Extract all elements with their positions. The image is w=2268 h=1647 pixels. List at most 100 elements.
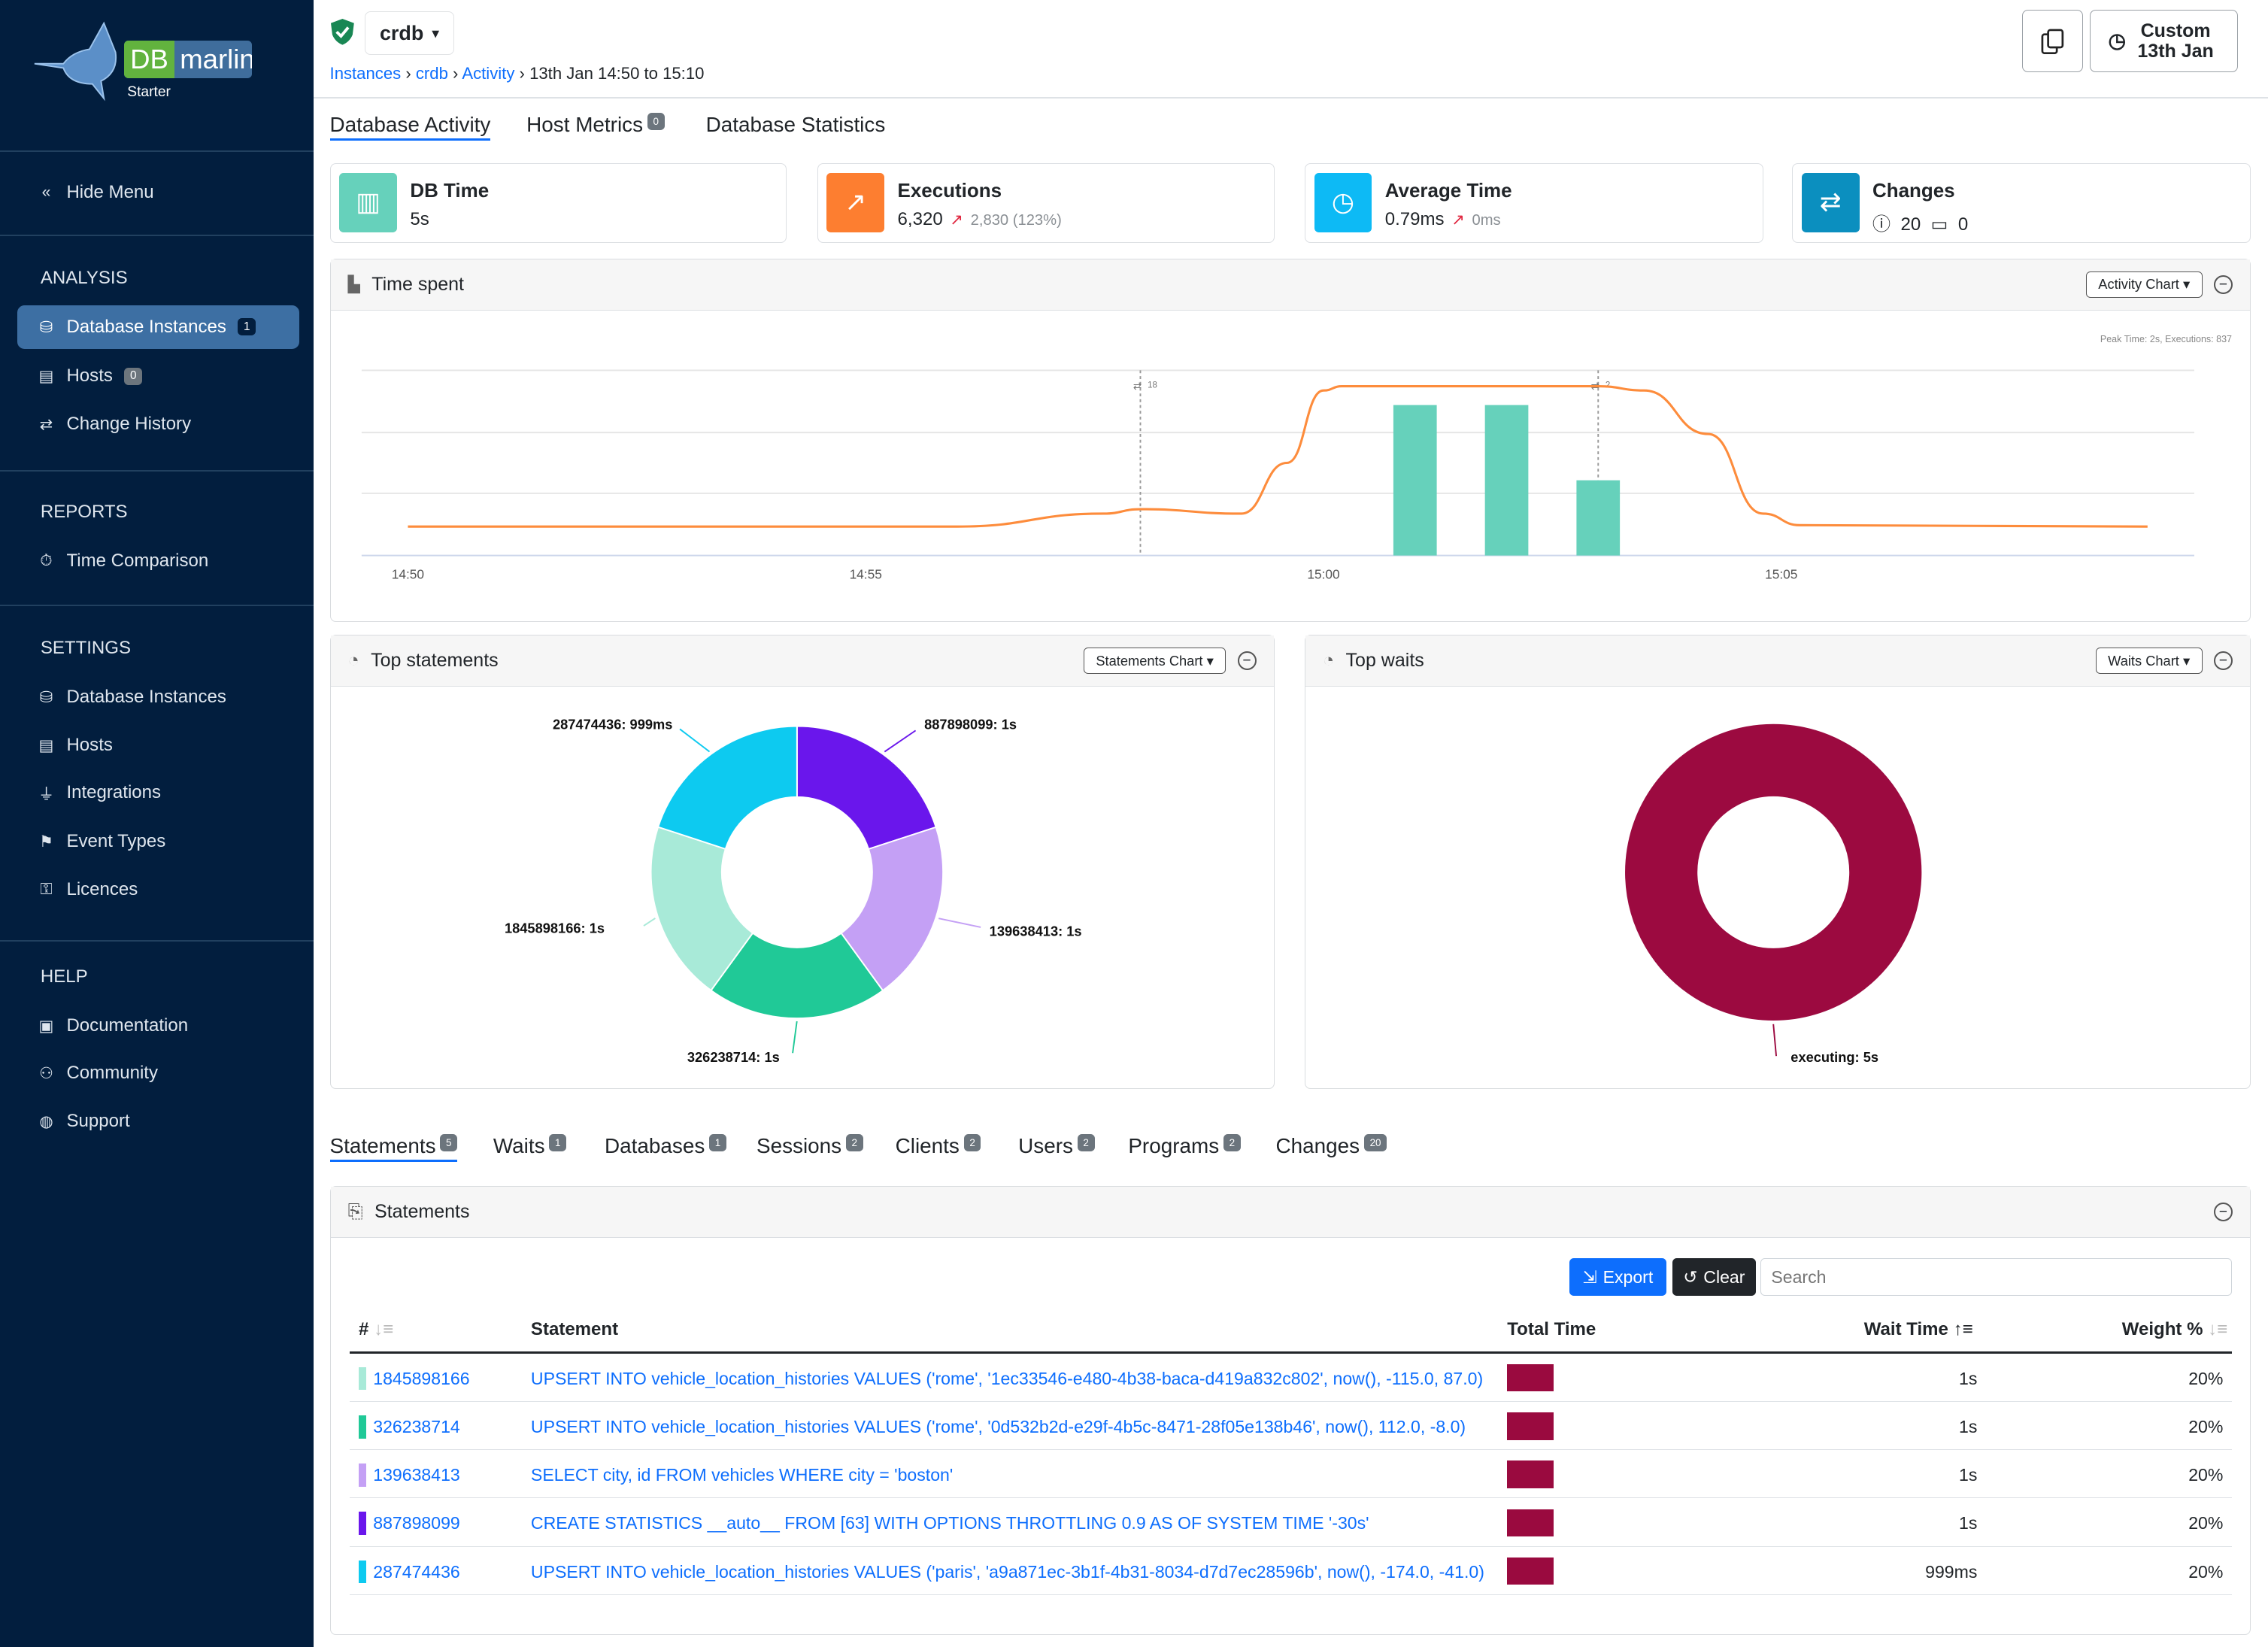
card-executions[interactable]: ↗ Executions 6,320 ↗ 2,830 (123%) bbox=[817, 163, 1275, 244]
sidebar-item-event-types[interactable]: ⚑ Event Types bbox=[17, 820, 299, 864]
column-header-weight[interactable]: Weight % ↓≡ bbox=[2122, 1319, 2227, 1340]
card-db-time[interactable]: ▥ DB Time 5s bbox=[329, 163, 787, 244]
column-header-wait-time[interactable]: Wait Time ↑≡ bbox=[1864, 1319, 1973, 1340]
tab-programs[interactable]: Programs 2 bbox=[1128, 1134, 1241, 1158]
donut-slice[interactable] bbox=[1624, 722, 1924, 1022]
table-row[interactable]: 1845898166 UPSERT INTO vehicle_location_h… bbox=[350, 1354, 2232, 1402]
tab-statements[interactable]: Statements 5 bbox=[329, 1134, 458, 1162]
x-tick-label: 15:05 bbox=[1765, 566, 1797, 581]
card-title: Changes bbox=[1872, 178, 1955, 202]
time-spent-chart: 14:50 14:55 15:00 15:05⇄ 18 ⇄ 2 bbox=[361, 369, 2194, 581]
tab-label: Sessions bbox=[756, 1134, 842, 1158]
copy-icon bbox=[2041, 29, 2064, 54]
search-input[interactable] bbox=[1760, 1258, 2232, 1297]
sort-ascending-icon: ↑≡ bbox=[1953, 1319, 1973, 1340]
time-range-button[interactable]: ◷ Custom 13th Jan bbox=[2090, 10, 2238, 73]
instance-dropdown[interactable]: crdb ▾ bbox=[364, 11, 454, 56]
statement-text-link[interactable]: SELECT city, id FROM vehicles WHERE city… bbox=[530, 1465, 954, 1485]
wait-time-value: 1s bbox=[1959, 1416, 1978, 1436]
statement-id-link[interactable]: 139638413 bbox=[373, 1465, 460, 1485]
sidebar-item-integrations[interactable]: ⏚ Integrations bbox=[17, 771, 299, 814]
sidebar-item-database-instances[interactable]: ⛁ Database Instances bbox=[17, 675, 299, 719]
dropdown-label: Statements Chart bbox=[1096, 652, 1203, 669]
sidebar-item-documentation[interactable]: ▣ Documentation bbox=[17, 1004, 299, 1048]
slice-label: executing: 5s bbox=[1790, 1049, 1878, 1065]
tab-host-metrics[interactable]: Host Metrics 0 bbox=[526, 113, 665, 137]
db-time-bar[interactable] bbox=[1484, 405, 1529, 556]
collapse-icon[interactable]: − bbox=[2213, 274, 2233, 294]
db-time-bar[interactable] bbox=[1393, 405, 1437, 556]
donut-slice[interactable] bbox=[796, 725, 937, 851]
export-button[interactable]: ⇲ Export bbox=[1569, 1258, 1666, 1297]
arrow-up-right-icon: ↗ bbox=[1451, 211, 1465, 229]
sidebar-item-licences[interactable]: ⚿ Licences bbox=[17, 868, 299, 911]
donut-slice[interactable] bbox=[650, 826, 754, 992]
statement-text-link[interactable]: CREATE STATISTICS __auto__ FROM [63] WIT… bbox=[530, 1513, 1369, 1533]
donut-slice[interactable] bbox=[656, 725, 798, 851]
collapse-icon[interactable]: − bbox=[2213, 651, 2233, 671]
tab-waits[interactable]: Waits 1 bbox=[493, 1134, 567, 1158]
tab-database-statistics[interactable]: Database Statistics bbox=[706, 113, 886, 137]
db-time-bar[interactable] bbox=[1576, 480, 1621, 556]
clear-button[interactable]: ↺ Clear bbox=[1672, 1258, 1757, 1297]
sidebar-item-community[interactable]: ⚇ Community bbox=[17, 1051, 299, 1095]
column-header-total-time[interactable]: Total Time bbox=[1507, 1319, 1596, 1340]
table-row[interactable]: 287474436 UPSERT INTO vehicle_location_hi… bbox=[350, 1547, 2232, 1595]
column-header-num[interactable]: # ↓≡ bbox=[359, 1319, 393, 1340]
pie-chart-icon: ◔ bbox=[347, 650, 359, 672]
slice-label: 326238714: 1s bbox=[687, 1049, 780, 1065]
breadcrumb-crdb[interactable]: crdb bbox=[415, 63, 448, 83]
hide-menu-button[interactable]: « Hide Menu bbox=[17, 171, 299, 214]
change-annotation-label: 2 bbox=[1605, 381, 1610, 390]
statement-text-link[interactable]: UPSERT INTO vehicle_location_histories V… bbox=[530, 1561, 1484, 1582]
database-icon: ⛁ bbox=[39, 318, 53, 336]
statement-id-link[interactable]: 287474436 bbox=[373, 1561, 460, 1582]
slice-leader-line bbox=[792, 1021, 798, 1054]
table-row[interactable]: 326238714 UPSERT INTO vehicle_location_hi… bbox=[350, 1403, 2232, 1451]
collapse-icon[interactable]: − bbox=[2213, 1202, 2233, 1221]
plug-icon: ⏚ bbox=[38, 785, 55, 803]
sidebar-item-hosts[interactable]: ▤ Hosts bbox=[17, 723, 299, 767]
card-changes[interactable]: ⇄ Changes ⓘ 20 ▭ 0 bbox=[1792, 163, 2251, 244]
sidebar-item-hosts[interactable]: ▤ Hosts 0 bbox=[17, 354, 299, 398]
header-label: # bbox=[359, 1319, 369, 1340]
tab-label: Clients bbox=[895, 1134, 960, 1158]
table-header-divider bbox=[350, 1351, 2232, 1354]
statement-text-link[interactable]: UPSERT INTO vehicle_location_histories V… bbox=[530, 1368, 1484, 1388]
copy-button[interactable] bbox=[2022, 10, 2083, 73]
chevron-right-icon: › bbox=[519, 63, 525, 83]
breadcrumb-activity[interactable]: Activity bbox=[462, 63, 515, 83]
clear-label: Clear bbox=[1703, 1266, 1745, 1287]
time-spent-panel: ▙ Time spent Activity Chart ▾ − bbox=[329, 259, 2251, 623]
statements-chart-dropdown[interactable]: Statements Chart ▾ bbox=[1083, 647, 1226, 675]
sidebar-item-change-history[interactable]: ⇄ Change History bbox=[17, 402, 299, 446]
card-average-time[interactable]: ◷ Average Time 0.79ms ↗ 0ms bbox=[1304, 163, 1763, 244]
dbmarlin-logo[interactable]: DB marlin Starter bbox=[32, 20, 277, 107]
x-tick-label: 14:50 bbox=[392, 566, 424, 581]
tab-sessions[interactable]: Sessions 2 bbox=[757, 1134, 863, 1158]
tab-database-activity[interactable]: Database Activity bbox=[329, 113, 491, 141]
divider bbox=[0, 605, 314, 606]
sidebar-item-time-comparison[interactable]: ⏱ Time Comparison bbox=[17, 539, 299, 583]
activity-chart-dropdown[interactable]: Activity Chart ▾ bbox=[2085, 271, 2203, 299]
column-header-statement[interactable]: Statement bbox=[530, 1319, 619, 1340]
table-row[interactable]: 139638413 SELECT city, id FROM vehicles W… bbox=[350, 1451, 2232, 1499]
sidebar-item-database-instances[interactable]: ⛁ Database Instances 1 bbox=[17, 305, 300, 349]
collapse-icon[interactable]: − bbox=[1237, 651, 1257, 671]
sort-icon: ↓≡ bbox=[374, 1319, 394, 1340]
table-row[interactable]: 887898099 CREATE STATISTICS __auto__ FROM… bbox=[350, 1499, 2232, 1547]
donut-slice[interactable] bbox=[710, 932, 884, 1020]
waits-chart-dropdown[interactable]: Waits Chart ▾ bbox=[2095, 647, 2203, 675]
statement-id-link[interactable]: 1845898166 bbox=[373, 1368, 470, 1388]
sidebar-item-support[interactable]: ◍ Support bbox=[17, 1100, 299, 1143]
statement-id-link[interactable]: 887898099 bbox=[373, 1513, 460, 1533]
statement-id-link[interactable]: 326238714 bbox=[373, 1416, 460, 1436]
change-annotation-icon[interactable]: ⇄ bbox=[1133, 380, 1142, 391]
donut-slice[interactable] bbox=[840, 826, 944, 992]
tab-users[interactable]: Users 2 bbox=[1018, 1134, 1095, 1158]
tab-databases[interactable]: Databases 1 bbox=[605, 1134, 726, 1158]
breadcrumb-instances[interactable]: Instances bbox=[329, 63, 402, 83]
tab-changes[interactable]: Changes 20 bbox=[1276, 1134, 1387, 1158]
tab-clients[interactable]: Clients 2 bbox=[896, 1134, 981, 1158]
statement-text-link[interactable]: UPSERT INTO vehicle_location_histories V… bbox=[530, 1416, 1466, 1436]
